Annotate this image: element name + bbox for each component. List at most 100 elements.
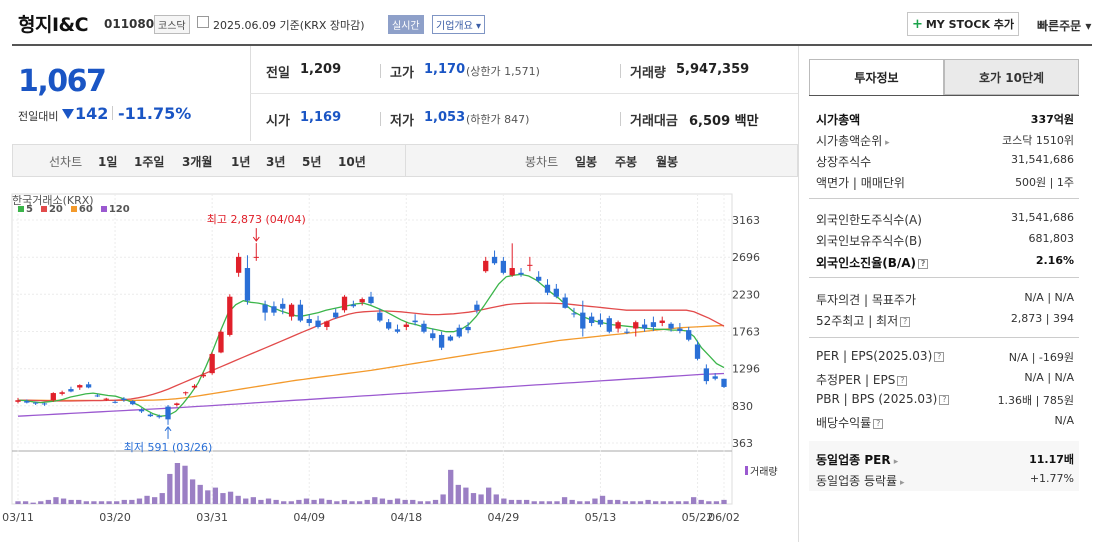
lower-limit: (하한가 847) [466,113,530,126]
company-info-button[interactable]: 기업개요 ▾ [432,15,485,34]
volume-bar [319,498,325,504]
candle-body [33,402,39,404]
volume-bar [265,498,272,504]
per-value: N/A | -169원 [1008,351,1074,364]
volume-bar [675,501,682,504]
info-icon[interactable]: ? [934,351,945,362]
high-arrow-icon [252,228,260,242]
period-3m[interactable]: 3개월 [182,155,213,169]
info-icon[interactable]: ? [918,258,929,269]
low-annotation: 최저 591 (03/26) [124,441,213,454]
volume-bar [425,501,431,504]
x-tick-label: 03/31 [196,511,228,524]
open-label: 시가 [266,114,290,129]
foreign-ratio-row: 외국인소진율(B/A)? 2.16% [816,254,1074,271]
ma-line [18,302,725,402]
candle-body [544,284,551,293]
period-3y[interactable]: 3년 [266,155,286,169]
sector-per-link[interactable]: 동일업종 PER ▸ [816,451,898,468]
x-tick-label: 04/29 [488,511,520,524]
period-5y[interactable]: 5년 [302,155,322,169]
volume-bar [417,501,423,504]
legend-item: 60 [70,204,93,215]
volume-bar [539,501,545,504]
info-icon[interactable]: ? [939,394,950,405]
realtime-button[interactable]: 실시간 [388,15,424,34]
volume-bar [38,501,44,504]
sector-per-value: 11.17배 [1029,453,1074,466]
volume-bar [281,501,287,504]
volume-bar [60,498,67,504]
change-amount: 142 [75,104,109,123]
period-1d[interactable]: 1일 [98,155,118,169]
est-label: 추정PER | EPS [816,373,896,387]
volume-bar [690,497,697,504]
foreign-hold-row: 외국인보유주식수(B) 681,803 [816,232,1074,249]
volume-bar [68,499,74,504]
volume-bar [713,501,720,504]
volume-bar [212,487,219,504]
panel-divider [809,277,1079,278]
prev-close-value: 1,209 [300,62,342,77]
shares-value: 31,541,686 [1011,153,1074,166]
stat-sep [380,64,381,78]
volume-bar [523,499,530,504]
cap-rank-label[interactable]: 시가총액순위 ▸ [816,132,890,149]
volume-bar [53,497,59,504]
chevron-right-icon: ▸ [890,457,899,467]
volume-bar [83,501,89,504]
volume-bar [516,499,522,504]
volume-bar [364,499,370,504]
candle-body [121,398,127,401]
candle-body [306,318,312,323]
stat-sep [620,64,621,78]
y-tick-label: 1763 [732,326,760,339]
quick-order-button[interactable]: 빠른주문 ▾ [1037,19,1092,33]
info-icon[interactable]: ? [897,375,908,386]
volume-bar [630,501,636,504]
volume-bar [243,498,249,504]
period-1w[interactable]: 1주일 [134,155,165,169]
info-icon[interactable]: ? [900,316,911,327]
tab-investment-info[interactable]: 투자정보 [809,59,944,95]
candle-body [403,324,409,327]
candle-daily[interactable]: 일봉 [575,155,598,169]
info-icon[interactable]: ? [873,418,884,429]
sector-chg-link[interactable]: 동일업종 등락률 ▸ [816,472,905,489]
price-chart[interactable]: 3163 2696 2230 1763 1296 830 363 03/11 03/20 03/3… [0,178,798,542]
volume-bar [561,497,568,504]
volume-bar [440,494,446,504]
foreign-limit-label: 외국인한도주식수(A) [816,213,922,227]
tab-orderbook[interactable]: 호가 10단계 [944,59,1079,95]
low-label: 저가 [390,114,414,129]
candle-body [244,268,251,301]
sector-per-row: 동일업종 PER ▸ 11.17배 [816,451,1074,468]
volume-bar [372,497,378,504]
par-value: 500원 | 1주 [1015,176,1074,189]
candle-weekly[interactable]: 주봉 [615,155,638,169]
candle-body [633,322,639,329]
volume-bar [615,499,621,504]
mystock-add-button[interactable]: + MY STOCK 추가 [907,12,1019,36]
cap-rank-value: 코스닥 1510위 [1002,134,1074,147]
pbr-label: PBR | BPS (2025.03) [816,392,938,406]
y-tick-label: 1296 [732,363,760,376]
period-1y[interactable]: 1년 [231,155,251,169]
candle-body [24,401,30,403]
volume-bar [721,499,727,504]
volume-bar [448,469,454,504]
foreign-hold-label: 외국인보유주식수(B) [816,234,922,248]
candle-body [562,297,568,308]
sector-box [809,441,1079,491]
par-label: 액면가 | 매매단위 [816,176,905,190]
pbr-row: PBR | BPS (2025.03)? 1.36배 | 785원 [816,392,1074,408]
period-10y[interactable]: 10년 [338,155,366,169]
candle-body [368,296,374,304]
candle-body [703,368,709,382]
volume-bar [463,487,469,504]
candle-body [315,320,321,327]
x-tick-label: 04/18 [390,511,422,524]
market-cap-value: 337억원 [1030,113,1074,126]
candle-monthly[interactable]: 월봉 [656,155,679,169]
legend-swatch [18,206,24,212]
